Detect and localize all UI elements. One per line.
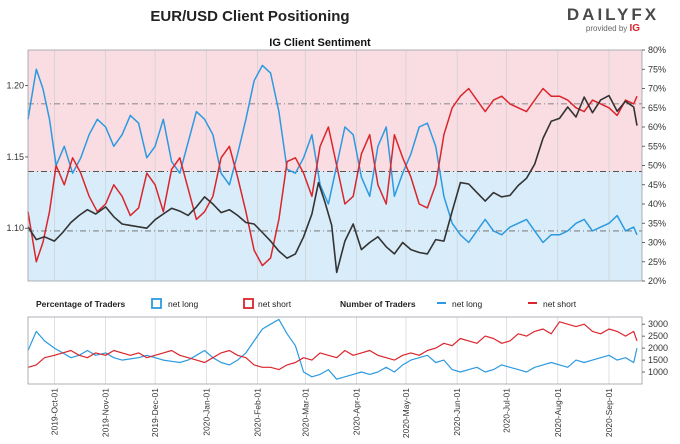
x-tick-label: 2020-Sep-01 xyxy=(604,388,614,437)
y-right-tick-label: 40% xyxy=(648,199,666,209)
x-tick-label: 2020-Mar-01 xyxy=(300,388,310,437)
sentiment-line-net-short xyxy=(27,87,638,267)
x-tick-label: 2019-Oct-01 xyxy=(49,388,59,436)
x-tick-label: 2020-Feb-01 xyxy=(252,388,262,437)
dailyfx-logo: DAILYFX provided by IG xyxy=(558,5,668,34)
y-right-tick-label: 55% xyxy=(648,141,666,151)
legend-pct-title: Percentage of Traders xyxy=(36,299,126,309)
legend-num-long-label: net long xyxy=(452,299,483,309)
sentiment-subtitle: IG Client Sentiment xyxy=(269,37,371,49)
brand-provided-by: provided by IG xyxy=(585,23,641,34)
price-line xyxy=(27,94,638,274)
short-sentiment-fill xyxy=(28,50,642,172)
sentiment-panel: 1.10 1.15 1.20 20% 25% 30% 35% 40% 45% 50% 55% 60%… xyxy=(6,37,666,286)
x-tick-label: 2020-Jan-01 xyxy=(201,388,211,436)
traders-line-net-short xyxy=(27,321,638,371)
y-right-tick-label: 70% xyxy=(648,84,666,94)
legend-num-title: Number of Traders xyxy=(340,299,416,309)
x-axis: 2019-Oct-01 2019-Nov-01 2019-Dec-01 2020-Ja… xyxy=(49,388,614,438)
traders-line-net-long xyxy=(27,318,638,380)
x-tick-label: 2019-Nov-01 xyxy=(101,388,111,437)
legend-pct-long-label: net long xyxy=(168,299,199,309)
y-right-tick-label: 45% xyxy=(648,180,666,190)
traders-y-tick-label: 1000 xyxy=(648,367,668,377)
traders-y-tick-label: 2500 xyxy=(648,331,668,341)
legend-pct-long-swatch xyxy=(151,298,162,309)
x-tick-label: 2019-Dec-01 xyxy=(150,388,160,437)
traders-y-tick-label: 1500 xyxy=(648,355,668,365)
x-tick-label: 2020-May-01 xyxy=(401,388,411,438)
y-right-tick-label: 75% xyxy=(648,64,666,74)
y-right-tick-label: 35% xyxy=(648,218,666,228)
y-right-tick-label: 80% xyxy=(648,45,666,55)
x-tick-label: 2020-Aug-01 xyxy=(553,388,563,437)
sentiment-line-net-long xyxy=(27,64,638,244)
brand-name: DAILYFX xyxy=(566,5,660,24)
x-tick-label: 2020-Jul-01 xyxy=(502,388,512,433)
y-right-tick-label: 50% xyxy=(648,161,666,171)
chart-title: EUR/USD Client Positioning xyxy=(150,8,350,25)
legend: Percentage of Traders net long net short… xyxy=(36,298,577,309)
traders-panel: 1000 1500 2000 2500 3000 xyxy=(27,316,668,385)
x-tick-label: 2020-Jun-01 xyxy=(452,388,462,436)
long-sentiment-fill xyxy=(28,171,642,281)
y-right-tick-label: 30% xyxy=(648,238,666,248)
y-left-tick-label: 1.20 xyxy=(6,81,24,91)
legend-pct-short-swatch xyxy=(243,298,254,309)
traders-plot-frame xyxy=(27,316,643,385)
traders-y-tick-label: 3000 xyxy=(648,319,668,329)
y-left-tick-label: 1.10 xyxy=(6,223,24,233)
y-right-tick-label: 20% xyxy=(648,276,666,286)
y-left-tick-label: 1.15 xyxy=(6,152,24,162)
y-right-tick-label: 60% xyxy=(648,122,666,132)
x-tick-label: 2020-Apr-01 xyxy=(352,388,362,436)
legend-num-short-label: net short xyxy=(543,299,577,309)
legend-pct-short-label: net short xyxy=(258,299,292,309)
y-right-tick-label: 25% xyxy=(648,257,666,267)
traders-y-tick-label: 2000 xyxy=(648,343,668,353)
ig-logo: IG xyxy=(629,23,641,34)
y-right-tick-label: 65% xyxy=(648,103,666,113)
